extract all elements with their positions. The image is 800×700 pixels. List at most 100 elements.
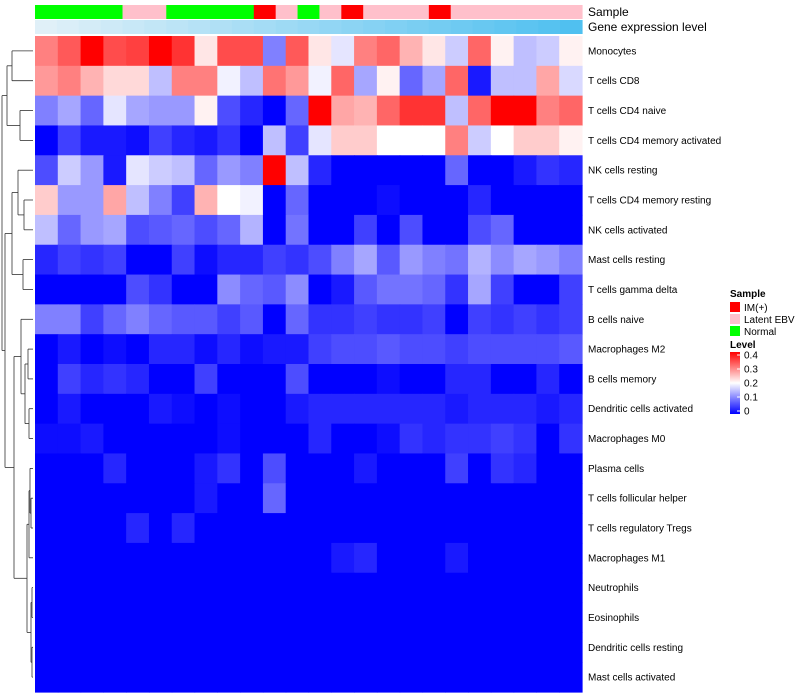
heatmap-cell (171, 334, 196, 365)
heatmap-cell (240, 423, 264, 455)
heatmap-cell (57, 513, 82, 544)
heatmap-cell (240, 513, 264, 544)
gene-expression-annotation-cell (35, 20, 58, 34)
legend-sample-title: Sample (730, 289, 766, 300)
heatmap-cell (148, 364, 173, 395)
heatmap-cell (80, 364, 104, 395)
heatmap-cell (422, 334, 446, 365)
heatmap-cell (80, 125, 104, 156)
heatmap-cell (536, 36, 560, 67)
heatmap-cell (240, 125, 264, 156)
heatmap-cell (103, 632, 127, 663)
row-label: B cells memory (588, 374, 656, 385)
heatmap-cell (262, 36, 287, 67)
heatmap-cell (35, 214, 59, 246)
heatmap-cell (399, 423, 424, 455)
heatmap-cell (354, 36, 378, 67)
heatmap-cell (285, 334, 310, 365)
heatmap-cell (559, 453, 583, 484)
heatmap-cell (445, 214, 469, 246)
heatmap-cell (126, 453, 150, 484)
gene-expression-annotation-cell (428, 20, 452, 34)
heatmap-cell (35, 393, 59, 425)
heatmap-cell (331, 483, 355, 514)
heatmap-cell (354, 513, 378, 544)
heatmap-cell (262, 632, 287, 663)
heatmap-cell (217, 334, 241, 365)
heatmap-cell (445, 95, 469, 127)
heatmap-cell (559, 125, 583, 156)
heatmap-cell (148, 244, 173, 276)
heatmap-cell (490, 453, 515, 484)
heatmap-cell (513, 483, 538, 514)
heatmap-cell (148, 214, 173, 246)
heatmap-cell (308, 65, 332, 97)
heatmap-cell (468, 572, 492, 604)
heatmap-cell (376, 95, 401, 127)
heatmap-cell (308, 214, 332, 246)
heatmap-cell (217, 274, 241, 305)
heatmap-cell (354, 483, 378, 514)
sample-annotation-cell (188, 5, 211, 19)
row-label: T cells CD4 memory resting (588, 196, 711, 207)
heatmap-cell (35, 274, 59, 305)
heatmap-cell (262, 453, 287, 484)
heatmap-cell (262, 185, 287, 216)
sample-annotation-cell (341, 5, 364, 19)
heatmap-cells (35, 36, 583, 693)
row-label: Mast cells activated (588, 673, 675, 684)
heatmap-cell (513, 364, 538, 395)
heatmap-cell (285, 95, 310, 127)
heatmap-cell (490, 513, 515, 544)
row-label: Eosinophils (588, 613, 639, 624)
heatmap-cell (468, 274, 492, 305)
heatmap-cell (308, 483, 332, 514)
heatmap-cell (126, 572, 150, 604)
heatmap-cell (262, 155, 287, 186)
heatmap-cell (376, 334, 401, 365)
heatmap-cell (171, 244, 196, 276)
sample-annotation-cell (35, 5, 58, 19)
heatmap-cell (308, 274, 332, 305)
heatmap-cell (536, 513, 560, 544)
heatmap-cell (240, 602, 264, 633)
heatmap-cell (376, 244, 401, 276)
heatmap-cell (376, 423, 401, 455)
heatmap-cell (194, 185, 218, 216)
heatmap-cell (536, 125, 560, 156)
sample-annotation-cell (363, 5, 386, 19)
heatmap-cell (103, 662, 127, 693)
heatmap-cell (468, 244, 492, 276)
heatmap-cell (240, 364, 264, 395)
heatmap-cell (194, 155, 218, 186)
heatmap-cell (171, 393, 196, 425)
heatmap-cell (422, 632, 446, 663)
heatmap-cell (445, 185, 469, 216)
heatmap-cell (331, 513, 355, 544)
gene-expression-annotation-cell (144, 20, 167, 34)
heatmap-cell (262, 542, 287, 574)
heatmap-cell (399, 214, 424, 246)
heatmap-cell (513, 36, 538, 67)
heatmap-cell (148, 453, 173, 484)
heatmap-cell (490, 483, 515, 514)
heatmap-cell (126, 214, 150, 246)
heatmap-cell (559, 393, 583, 425)
heatmap-cell (80, 662, 104, 693)
heatmap-cell (331, 185, 355, 216)
heatmap-cell (354, 423, 378, 455)
heatmap-cell (35, 513, 59, 544)
heatmap-cell (445, 662, 469, 693)
heatmap-cell (148, 185, 173, 216)
heatmap-cell (217, 542, 241, 574)
heatmap-cell (57, 632, 82, 663)
heatmap-cell (103, 364, 127, 395)
heatmap-cell (490, 572, 515, 604)
heatmap-cell (445, 423, 469, 455)
heatmap-cell (126, 632, 150, 663)
heatmap-cell (559, 334, 583, 365)
heatmap-cell (331, 393, 355, 425)
row-label: Plasma cells (588, 464, 644, 475)
heatmap-cell (331, 334, 355, 365)
heatmap-cell (126, 274, 150, 305)
